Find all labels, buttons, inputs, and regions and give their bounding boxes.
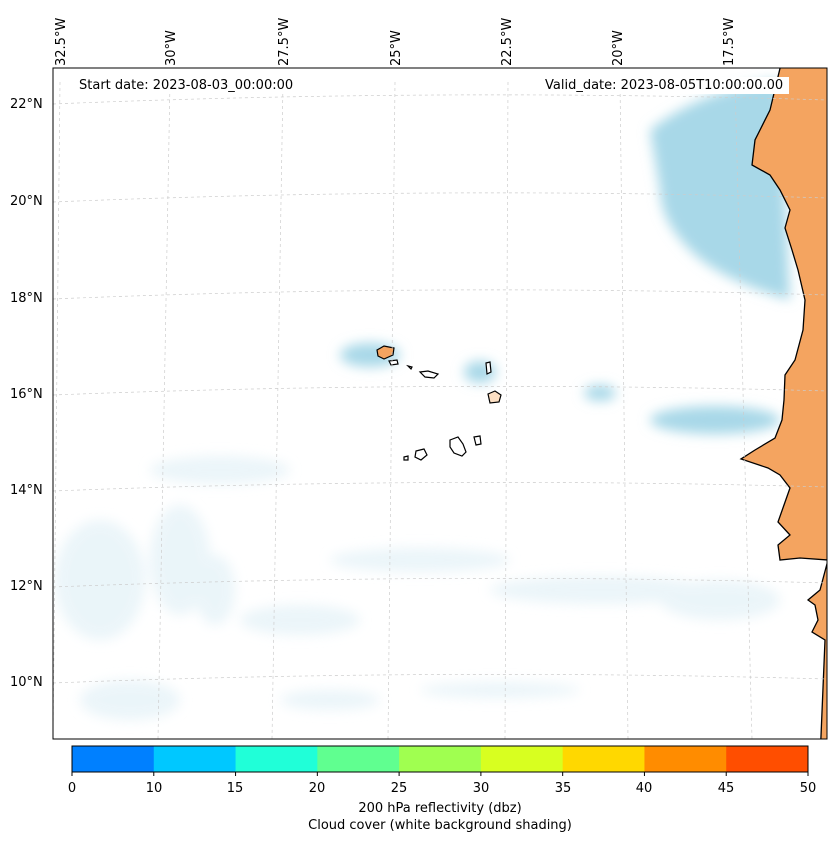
- latitude-label: 16°N: [10, 387, 43, 402]
- longitude-label: 22.5°W: [500, 17, 515, 66]
- latitude-label: 10°N: [10, 675, 43, 690]
- longitude-label: 30°W: [164, 30, 179, 66]
- graticule: [53, 81, 827, 739]
- colorbar-tick-label: 10: [145, 781, 163, 796]
- colorbar-tick-label: 30: [472, 781, 490, 796]
- colorbar-cell: [726, 746, 809, 772]
- longitude-label: 17.5°W: [722, 17, 737, 66]
- valid-date-label: Valid_date: 2023-08-05T10:00:00.00: [539, 77, 790, 94]
- colorbar-cell: [235, 746, 318, 772]
- colorbar-cell: [317, 746, 400, 772]
- colorbar-tick-label: 40: [635, 781, 653, 796]
- colorbar-tick-label: 0: [67, 781, 77, 796]
- island-santo-antao: [376, 345, 395, 360]
- island-santa-luzia: [406, 364, 413, 371]
- colorbar-cell: [399, 746, 482, 772]
- island-maio: [473, 435, 482, 446]
- island-sao-vicente: [388, 359, 399, 366]
- cape-verde-islands: [376, 345, 502, 461]
- colorbar-border: [71, 745, 809, 773]
- colorbar-cell: [562, 746, 645, 772]
- colorbar-tick-label: 20: [308, 781, 326, 796]
- longitude-label: 27.5°W: [277, 17, 292, 66]
- colorbar-cell: [72, 746, 155, 772]
- colorbar: [72, 746, 809, 772]
- land-west-africa: [739, 68, 827, 739]
- latitude-label: 22°N: [10, 97, 43, 112]
- start-date-label: Start date: 2023-08-03_00:00:00: [73, 77, 300, 94]
- island-fogo: [414, 448, 428, 461]
- cloud-cover-dense: [340, 80, 790, 434]
- island-boa-vista: [487, 390, 502, 404]
- colorbar-tick-label: 45: [717, 781, 735, 796]
- colorbar-cell: [644, 746, 727, 772]
- island-brava: [403, 455, 409, 461]
- colorbar-tick-label: 35: [554, 781, 572, 796]
- colorbar-tick-label: 25: [390, 781, 408, 796]
- colorbar-tick-label: 15: [226, 781, 244, 796]
- island-sao-nicolau: [418, 370, 440, 379]
- longitude-label: 25°W: [389, 30, 404, 66]
- latitude-label: 12°N: [10, 579, 43, 594]
- colorbar-cell: [153, 746, 237, 772]
- latitude-label: 20°N: [10, 194, 43, 209]
- island-sal: [485, 361, 492, 375]
- longitude-label: 20°W: [611, 30, 626, 66]
- colorbar-label: 200 hPa reflectivity (dbz): [358, 801, 522, 816]
- colorbar-cell: [480, 746, 564, 772]
- latitude-label: 18°N: [10, 291, 43, 306]
- cloud-cover-shading: [55, 456, 780, 720]
- colorbar-sublabel: Cloud cover (white background shading): [308, 818, 572, 833]
- island-santiago: [449, 436, 467, 457]
- latitude-label: 14°N: [10, 483, 43, 498]
- longitude-label: 32.5°W: [54, 17, 69, 66]
- colorbar-tick-label: 50: [799, 781, 817, 796]
